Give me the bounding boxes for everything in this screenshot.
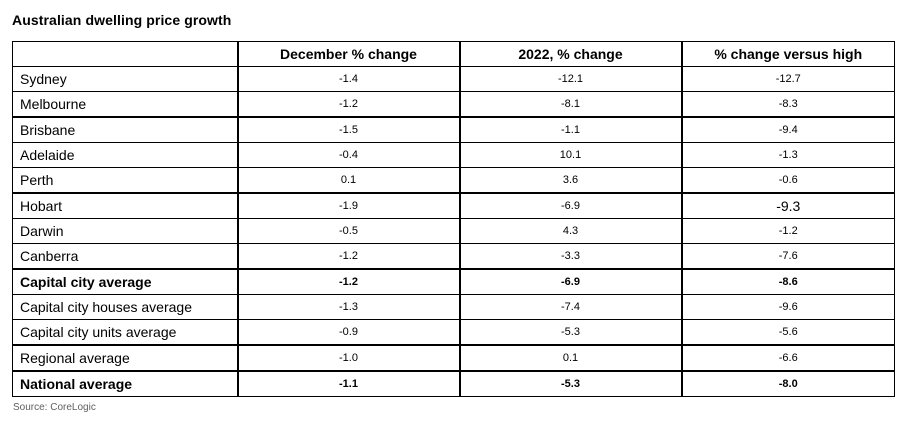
table-row-sydney: Sydney -1.4 -12.1 -12.7 <box>12 66 895 92</box>
cell-value: 0.1 <box>458 344 682 372</box>
row-label: Capital city average <box>12 268 238 295</box>
cell-value: -12.7 <box>680 66 895 92</box>
cell-value: -8.0 <box>680 370 895 397</box>
table-row-brisbane: Brisbane -1.5 -1.1 -9.4 <box>12 116 895 143</box>
cell-value: -1.2 <box>236 91 460 118</box>
table-row-perth: Perth 0.1 3.6 -0.6 <box>12 167 895 194</box>
cell-value: -9.4 <box>680 116 895 143</box>
cell-value: -1.9 <box>236 192 460 219</box>
cell-value: -1.3 <box>236 294 460 320</box>
cell-value: -0.5 <box>236 218 460 244</box>
cell-value: -9.3 <box>680 192 895 219</box>
cell-value: -6.6 <box>680 344 895 372</box>
table-row-capital-city-average: Capital city average -1.2 -6.9 -8.6 <box>12 268 895 295</box>
row-label: Regional average <box>12 344 238 372</box>
table-row-melbourne: Melbourne -1.2 -8.1 -8.3 <box>12 91 895 118</box>
cell-value: 3.6 <box>458 167 682 194</box>
table-row-capital-city-units-average: Capital city units average -0.9 -5.3 -5.… <box>12 319 895 346</box>
table-row-adelaide: Adelaide -0.4 10.1 -1.3 <box>12 142 895 168</box>
table-row-national-average: National average -1.1 -5.3 -8.0 <box>12 370 895 397</box>
cell-value: -1.5 <box>236 116 460 143</box>
cell-value: 0.1 <box>236 167 460 194</box>
table-row-capital-city-houses-average: Capital city houses average -1.3 -7.4 -9… <box>12 294 895 320</box>
cell-value: -1.1 <box>458 116 682 143</box>
cell-value: -1.2 <box>236 243 460 270</box>
cell-value: -8.6 <box>680 268 895 295</box>
cell-value: -5.3 <box>458 319 682 346</box>
cell-value: -1.3 <box>680 142 895 168</box>
row-label: Capital city units average <box>12 319 238 346</box>
row-label: Perth <box>12 167 238 194</box>
table-row-darwin: Darwin -0.5 4.3 -1.2 <box>12 218 895 244</box>
row-label: National average <box>12 370 238 397</box>
column-header-december: December % change <box>236 41 460 67</box>
row-label: Canberra <box>12 243 238 270</box>
row-label: Hobart <box>12 192 238 219</box>
cell-value: -12.1 <box>458 66 682 92</box>
cell-value: -7.4 <box>458 294 682 320</box>
page-title: Australian dwelling price growth <box>12 12 232 28</box>
cell-value: -5.3 <box>458 370 682 397</box>
cell-value: -8.1 <box>458 91 682 118</box>
cell-value: -1.2 <box>680 218 895 244</box>
cell-value: 4.3 <box>458 218 682 244</box>
cell-value: -9.6 <box>680 294 895 320</box>
cell-value: -1.0 <box>236 344 460 372</box>
cell-value: -1.1 <box>236 370 460 397</box>
corner-header-cell <box>12 41 238 67</box>
cell-value: -1.4 <box>236 66 460 92</box>
row-label: Capital city houses average <box>12 294 238 320</box>
table-row-regional-average: Regional average -1.0 0.1 -6.6 <box>12 344 895 372</box>
cell-value: -8.3 <box>680 91 895 118</box>
table-row-hobart: Hobart -1.9 -6.9 -9.3 <box>12 192 895 219</box>
cell-value: -0.6 <box>680 167 895 194</box>
cell-value: -3.3 <box>458 243 682 270</box>
row-label: Sydney <box>12 66 238 92</box>
row-label: Brisbane <box>12 116 238 143</box>
dwelling-price-table: December % change 2022, % change % chang… <box>12 41 895 397</box>
row-label: Adelaide <box>12 142 238 168</box>
row-label: Melbourne <box>12 91 238 118</box>
cell-value: -5.6 <box>680 319 895 346</box>
source-note: Source: CoreLogic <box>13 402 96 413</box>
cell-value: -6.9 <box>458 192 682 219</box>
table-header-row: December % change 2022, % change % chang… <box>12 41 895 67</box>
cell-value: -0.9 <box>236 319 460 346</box>
table-row-canberra: Canberra -1.2 -3.3 -7.6 <box>12 243 895 270</box>
row-label: Darwin <box>12 218 238 244</box>
cell-value: 10.1 <box>458 142 682 168</box>
column-header-2022: 2022, % change <box>458 41 682 67</box>
cell-value: -1.2 <box>236 268 460 295</box>
column-header-versus-high: % change versus high <box>680 41 895 67</box>
cell-value: -7.6 <box>680 243 895 270</box>
cell-value: -6.9 <box>458 268 682 295</box>
cell-value: -0.4 <box>236 142 460 168</box>
